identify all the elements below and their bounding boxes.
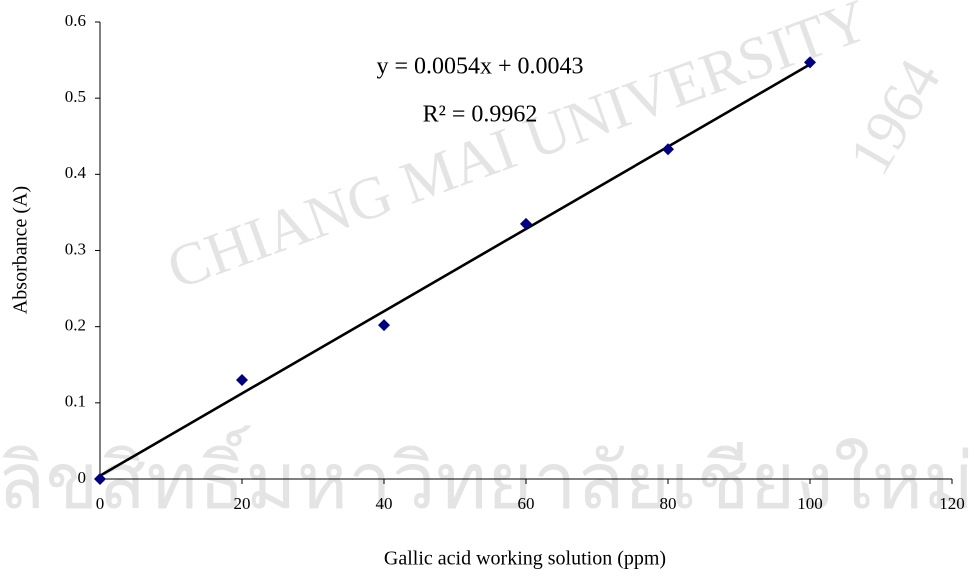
x-tick-label: 80 (660, 494, 677, 513)
watermark: CHIANG MAI UNIVERSITY (159, 0, 877, 302)
x-tick-label: 100 (797, 494, 823, 513)
trendline (99, 63, 811, 477)
watermark: 1964 (836, 48, 953, 185)
data-point (662, 143, 674, 156)
data-point (804, 56, 816, 69)
data-point (378, 319, 390, 332)
y-tick-label: 0.5 (65, 87, 86, 106)
watermark: ลิขสิทธิ์มหาวิทยาลัยเชียงใหม่ (0, 425, 972, 525)
y-tick-label: 0.1 (65, 392, 86, 411)
x-tick-label: 40 (376, 494, 393, 513)
trendline-r-squared: R² = 0.9962 (423, 102, 538, 128)
x-tick-label: 60 (518, 494, 535, 513)
y-tick-label: 0 (78, 468, 87, 487)
y-axis-title: Absorbance (A) (10, 186, 32, 314)
y-tick-label: 0.2 (65, 316, 86, 335)
y-tick-label: 0.3 (65, 239, 86, 258)
data-point (236, 373, 248, 386)
x-axis-title: Gallic acid working solution (ppm) (384, 548, 666, 570)
data-point (520, 217, 532, 230)
x-tick-label: 120 (939, 494, 965, 513)
x-tick-label: 20 (234, 494, 251, 513)
trendline-equation: y = 0.0054x + 0.0043 (376, 54, 583, 80)
y-tick-label: 0.6 (65, 11, 86, 30)
x-tick-label: 0 (96, 494, 105, 513)
data-point (94, 473, 106, 485)
y-tick-label: 0.4 (65, 163, 87, 182)
